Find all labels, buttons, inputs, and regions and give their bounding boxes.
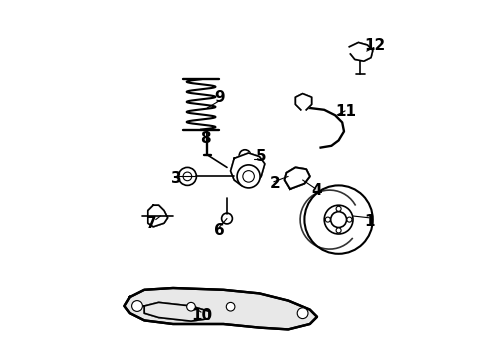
Circle shape [237,165,260,188]
Text: 7: 7 [146,216,157,231]
Text: 11: 11 [335,104,356,119]
Polygon shape [144,302,209,321]
Text: 2: 2 [270,176,281,191]
Text: 10: 10 [191,307,212,323]
Text: 1: 1 [364,214,374,229]
Circle shape [132,301,143,311]
Text: 3: 3 [172,171,182,186]
Circle shape [331,212,346,228]
Polygon shape [285,167,310,189]
Circle shape [187,302,196,311]
Text: 4: 4 [312,183,322,198]
Circle shape [336,206,341,211]
Polygon shape [124,288,317,329]
Polygon shape [295,94,312,110]
Circle shape [336,228,341,233]
Circle shape [226,302,235,311]
Polygon shape [148,205,168,227]
Circle shape [297,308,308,319]
Text: 12: 12 [364,37,385,53]
Circle shape [178,167,196,185]
Polygon shape [349,42,373,61]
Circle shape [325,217,330,222]
Text: 5: 5 [256,149,267,164]
Circle shape [347,217,352,222]
Text: 6: 6 [215,223,225,238]
Text: 8: 8 [200,131,211,146]
Text: 9: 9 [215,90,225,105]
Circle shape [239,150,251,161]
Circle shape [221,213,232,224]
Polygon shape [231,153,265,187]
